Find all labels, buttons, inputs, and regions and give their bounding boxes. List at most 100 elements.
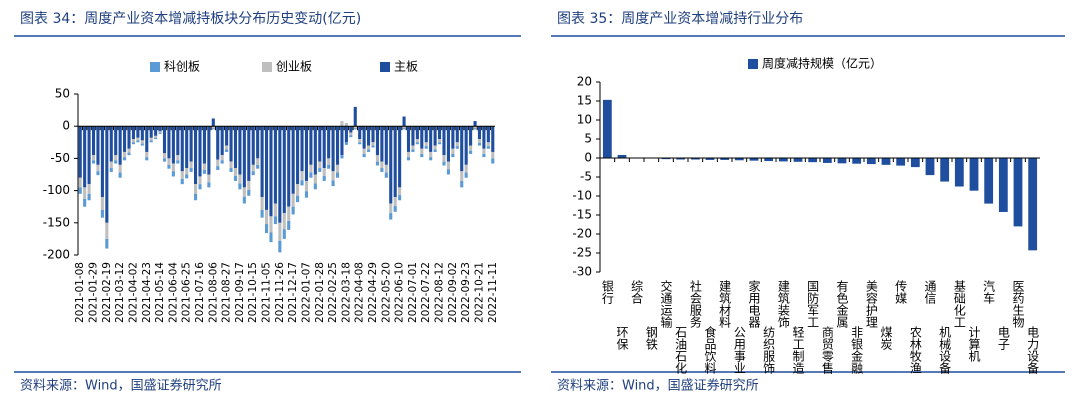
bar xyxy=(429,151,433,158)
bar xyxy=(420,126,424,149)
bar xyxy=(154,135,158,138)
bar xyxy=(264,224,269,234)
x-tick-label: 2022-01-28 xyxy=(314,262,326,323)
bar xyxy=(676,158,686,160)
bar xyxy=(384,126,388,165)
bar xyxy=(247,126,251,181)
source: 资料来源：Wind，国盛证券研究所 xyxy=(20,378,222,394)
bar xyxy=(398,195,402,201)
bar xyxy=(309,126,313,165)
x-tick-label: 2021-06-25 xyxy=(181,262,193,323)
bar xyxy=(145,157,149,161)
x-tick-label: 2022-07-01 xyxy=(407,262,419,323)
bar xyxy=(375,161,379,166)
bar xyxy=(318,126,322,162)
bar xyxy=(349,126,353,133)
bar xyxy=(437,126,442,140)
bar xyxy=(442,161,446,166)
bar xyxy=(287,126,291,207)
bar xyxy=(171,171,175,177)
x-tick-label: 环保 xyxy=(615,326,629,350)
bar xyxy=(424,142,428,147)
bar xyxy=(384,172,388,178)
x-tick-label: 2022-10-21 xyxy=(473,262,485,323)
bar xyxy=(896,158,906,166)
bar xyxy=(118,164,122,173)
bar xyxy=(406,157,411,161)
y-tick-label: -20 xyxy=(572,227,592,241)
bar xyxy=(109,168,113,172)
bar xyxy=(238,174,242,184)
bar xyxy=(287,206,291,221)
legend-swatch xyxy=(380,62,390,72)
bar xyxy=(460,126,464,172)
bar xyxy=(251,171,255,176)
bar xyxy=(158,126,162,132)
bar xyxy=(778,158,788,162)
bar xyxy=(105,222,109,239)
x-tick-label: 基础化工 xyxy=(952,280,966,328)
bar xyxy=(154,126,158,136)
bar xyxy=(194,126,198,185)
bar xyxy=(149,137,153,141)
bar xyxy=(335,172,340,178)
bar xyxy=(371,126,375,143)
bar xyxy=(402,116,406,127)
bar xyxy=(705,158,715,160)
bar xyxy=(180,179,184,185)
bar xyxy=(216,159,220,167)
bar xyxy=(344,126,348,143)
y-tick-label: -100 xyxy=(43,183,70,197)
x-tick-label: 2022-09-23 xyxy=(460,262,472,323)
x-tick-label: 2021-12-17 xyxy=(287,262,299,323)
bar xyxy=(602,99,612,158)
bar xyxy=(690,158,700,160)
bar xyxy=(167,158,171,165)
y-tick-label: -150 xyxy=(43,215,70,229)
bar xyxy=(287,220,291,230)
bar xyxy=(154,137,158,140)
bar xyxy=(162,153,167,159)
bar xyxy=(402,128,406,130)
x-tick-label: 2021-09-17 xyxy=(234,262,246,323)
bar xyxy=(87,193,91,201)
x-tick-label: 建筑装饰 xyxy=(776,280,790,328)
legend-label: 主板 xyxy=(394,60,418,74)
bar xyxy=(260,197,264,210)
bar xyxy=(322,168,326,176)
bar xyxy=(162,126,167,154)
bar xyxy=(477,139,482,143)
bar xyxy=(264,209,269,225)
x-tick-label: 煤炭 xyxy=(879,326,893,351)
x-tick-label: 汽车 xyxy=(982,279,996,305)
bar xyxy=(114,126,118,156)
bar xyxy=(446,161,450,170)
bar xyxy=(140,140,144,144)
bar xyxy=(123,157,127,161)
chart-title: 图表 35：周度产业资本增减持行业分布 xyxy=(557,11,803,27)
y-tick-label: 0 xyxy=(62,119,70,133)
bar xyxy=(415,142,419,145)
x-tick-label: 社会服务 xyxy=(688,279,702,328)
x-tick-label: 有色金属 xyxy=(835,280,849,329)
bar xyxy=(87,126,91,185)
x-tick-label: 2022-08-12 xyxy=(434,262,446,323)
bar xyxy=(171,126,175,164)
legend-swatch xyxy=(748,59,758,69)
bar xyxy=(353,106,357,127)
bar xyxy=(340,126,344,156)
x-tick-label: 2021-04-02 xyxy=(127,262,139,323)
bar xyxy=(211,118,215,127)
bar xyxy=(406,151,411,158)
bar xyxy=(309,172,313,178)
x-tick-label: 2022-09-02 xyxy=(447,262,459,323)
bar xyxy=(189,161,193,169)
bar xyxy=(415,139,419,143)
bar xyxy=(318,161,322,169)
bar xyxy=(198,184,202,190)
bar xyxy=(442,155,446,162)
bar xyxy=(380,126,384,162)
bar xyxy=(358,139,362,143)
x-tick-label: 电子 xyxy=(996,326,1010,350)
